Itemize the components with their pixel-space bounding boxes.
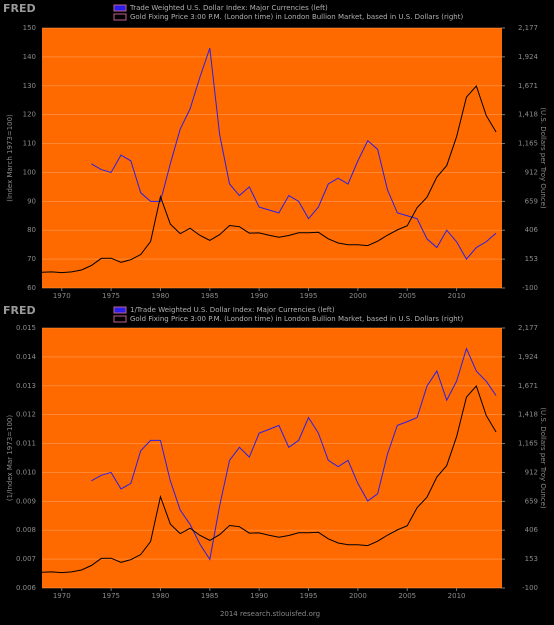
x-tick-label: 1985 — [201, 592, 219, 600]
y2-tick-label: -100 — [522, 584, 538, 592]
plot-area — [42, 328, 502, 588]
y2-tick-label: 1,418 — [518, 411, 538, 419]
x-tick-label: 1980 — [152, 292, 170, 300]
x-tick-label: 1975 — [102, 592, 120, 600]
y-tick-label: 140 — [23, 53, 36, 61]
y2-tick-label: 912 — [525, 468, 538, 476]
x-tick-label: 1995 — [300, 292, 318, 300]
y2-tick-label: 406 — [525, 226, 539, 234]
x-tick-label: 1970 — [53, 292, 71, 300]
logo: FRED — [3, 304, 36, 317]
y-tick-label: 0.012 — [16, 411, 36, 419]
y2-tick-label: 659 — [525, 497, 538, 505]
x-tick-label: 2010 — [448, 592, 466, 600]
y2-tick-label: 1,671 — [518, 382, 538, 390]
y2-tick-label: 1,165 — [518, 140, 538, 148]
x-tick-label: 1985 — [201, 292, 219, 300]
y2-tick-label: 659 — [525, 197, 538, 205]
x-tick-label: 2005 — [398, 292, 416, 300]
logo: FRED — [3, 2, 36, 15]
x-tick-label: 2000 — [349, 592, 367, 600]
legend-swatch — [113, 4, 127, 12]
legend-label: 1/Trade Weighted U.S. Dollar Index: Majo… — [130, 306, 335, 314]
series-line — [41, 385, 497, 574]
legend-swatch — [113, 315, 127, 323]
y-tick-label: 0.010 — [16, 468, 36, 476]
y-tick-label: 130 — [23, 82, 36, 90]
y-tick-label: 0.013 — [16, 382, 36, 390]
x-tick-label: 1975 — [102, 292, 120, 300]
x-tick-label: 1990 — [250, 592, 268, 600]
y2-axis-label: (U.S. Dollars per Troy Ounce) — [539, 407, 547, 509]
y-tick-label: 90 — [27, 197, 36, 205]
y2-tick-label: 1,165 — [518, 440, 538, 448]
x-tick-label: 1970 — [53, 592, 71, 600]
y-tick-label: 0.006 — [16, 584, 37, 592]
legend-label: Gold Fixing Price 3:00 P.M. (London time… — [130, 315, 463, 323]
x-tick-label: 1995 — [300, 592, 318, 600]
legend-label: Trade Weighted U.S. Dollar Index: Major … — [129, 4, 328, 12]
y2-tick-label: 1,418 — [518, 111, 538, 119]
y2-tick-label: 1,924 — [518, 53, 539, 61]
x-tick-label: 2010 — [448, 292, 466, 300]
x-tick-label: 1980 — [152, 592, 170, 600]
y2-tick-label: 1,671 — [518, 82, 538, 90]
series-line — [91, 48, 497, 260]
y-tick-label: 70 — [27, 255, 36, 263]
legend-swatch — [113, 306, 127, 314]
y2-tick-label: 153 — [525, 255, 538, 263]
y-tick-label: 60 — [27, 284, 36, 292]
y-tick-label: 120 — [23, 111, 36, 119]
y-tick-label: 100 — [23, 168, 36, 176]
x-tick-label: 2005 — [398, 592, 416, 600]
y2-tick-label: 2,177 — [518, 24, 538, 32]
plot-area — [42, 28, 502, 288]
legend-swatch — [113, 13, 127, 21]
y-tick-label: 0.015 — [16, 324, 36, 332]
y-tick-label: 0.011 — [16, 440, 36, 448]
y-tick-label: 0.008 — [16, 526, 36, 534]
y2-axis-label: (U.S. Dollars per Troy Ounce) — [539, 107, 547, 209]
y-tick-label: 0.014 — [16, 353, 37, 361]
y-axis-label: (Index March 1973=100) — [6, 114, 14, 202]
series-line — [91, 347, 497, 561]
y-tick-label: 150 — [23, 24, 36, 32]
series-line — [41, 85, 497, 274]
y2-tick-label: -100 — [522, 284, 538, 292]
y2-tick-label: 912 — [525, 168, 538, 176]
y2-tick-label: 1,924 — [518, 353, 539, 361]
y-tick-label: 80 — [27, 226, 36, 234]
y-axis-label: (1/Index Mar 1973=100) — [6, 415, 14, 502]
legend-label: Gold Fixing Price 3:00 P.M. (London time… — [130, 13, 463, 21]
x-tick-label: 1990 — [250, 292, 268, 300]
y-tick-label: 0.009 — [16, 497, 36, 505]
y2-tick-label: 153 — [525, 555, 538, 563]
source: 2014 research.stlouisfed.org — [220, 610, 320, 618]
x-tick-label: 2000 — [349, 292, 367, 300]
y2-tick-label: 2,177 — [518, 324, 538, 332]
y-tick-label: 0.007 — [16, 555, 36, 563]
y-tick-label: 110 — [23, 140, 36, 148]
y2-tick-label: 406 — [525, 526, 539, 534]
